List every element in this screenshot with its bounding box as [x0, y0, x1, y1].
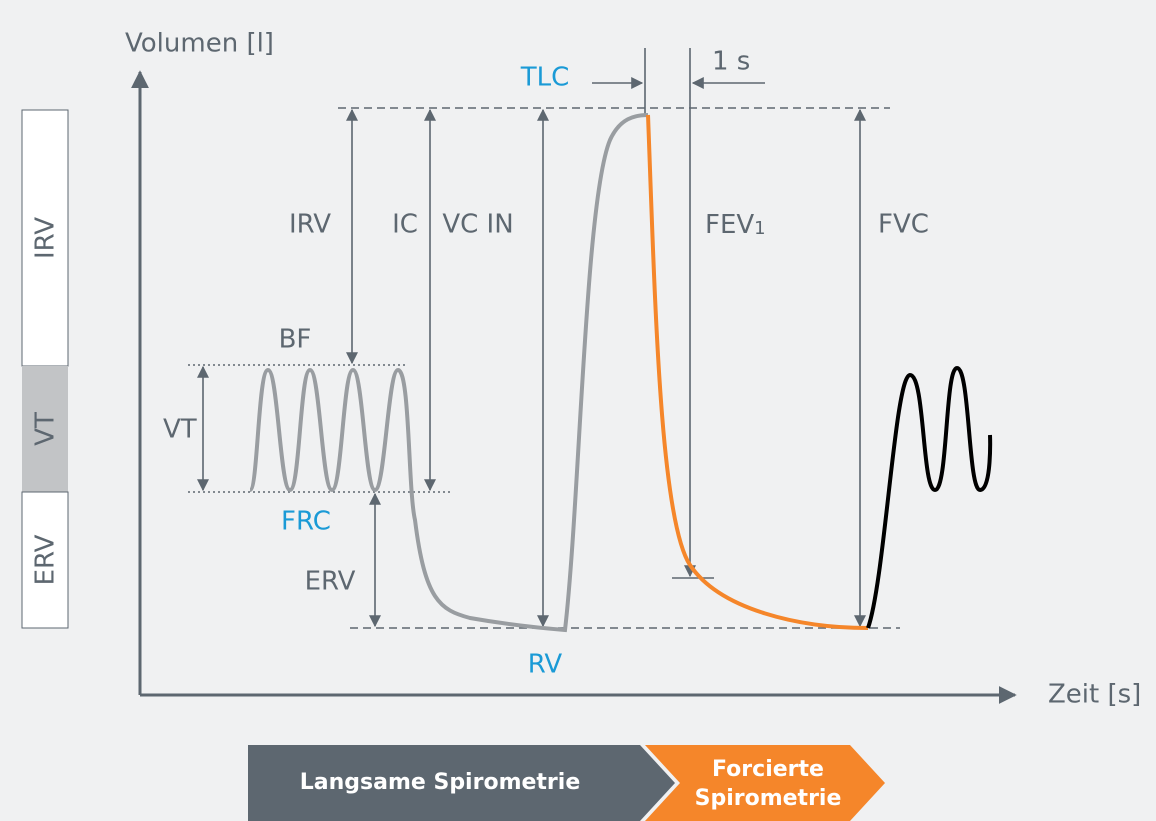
irv-label: IRV [289, 210, 331, 240]
x-axis-label: Zeit [s] [1048, 680, 1141, 710]
fev-label: FEV1 [705, 210, 766, 240]
forced-curve [646, 114, 869, 630]
fev: FEV [705, 210, 754, 240]
sidebar-erv [21, 491, 69, 629]
recovery-curve [866, 365, 993, 629]
fvc-label: FVC [878, 210, 929, 240]
interval-label: 1 s [712, 47, 750, 77]
frc-label: FRC [281, 507, 331, 537]
bf-label: BF [279, 325, 312, 355]
sidebar-label: ERV [31, 534, 61, 585]
rv-label: RV [528, 650, 563, 680]
forced-phase [645, 745, 885, 821]
y-axis-label: Volumen [l] [125, 29, 274, 59]
slow-phase-label: Langsame Spirometrie [300, 770, 581, 795]
vc-label: VC IN [442, 210, 513, 240]
sidebar-label: IRV [31, 217, 61, 259]
sidebar-vt [22, 366, 68, 492]
sidebar-label: VT [31, 412, 61, 446]
forced-line: Forcierte [712, 757, 824, 782]
vt-label: VT [163, 415, 197, 445]
erv-label: ERV [305, 567, 356, 597]
sidebar-irv [21, 109, 69, 367]
forced-phase-label: Forcierte Spirometrie [695, 757, 842, 811]
fev-sub: 1 [754, 218, 765, 239]
slow-phase [248, 745, 675, 821]
ic-label: IC [392, 210, 418, 240]
forced-line: Spirometrie [695, 786, 842, 811]
slow-curve [248, 113, 649, 633]
tlc-label: TLC [520, 63, 570, 93]
